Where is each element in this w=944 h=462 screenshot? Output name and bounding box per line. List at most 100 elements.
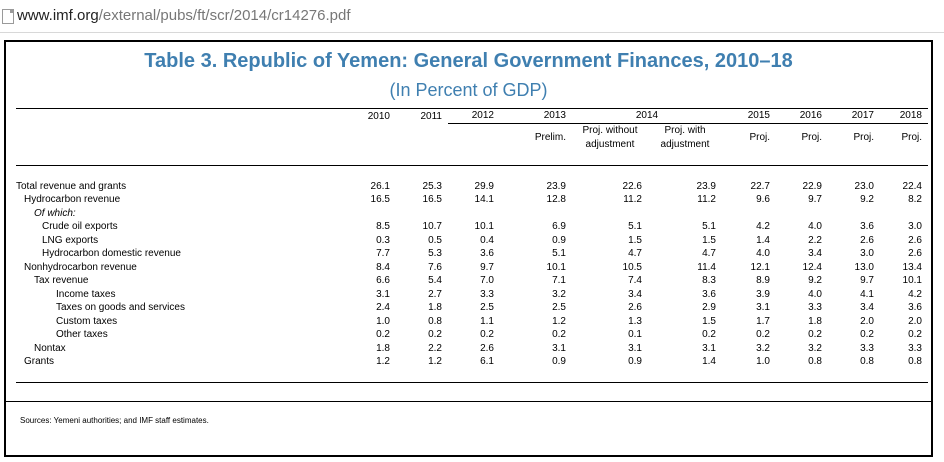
sources-divider — [6, 401, 931, 402]
table-cell: 0.9 — [552, 356, 566, 368]
table-cell — [880, 207, 928, 221]
table-cell: 6.1 — [480, 356, 494, 368]
table-cell: 1.8 — [376, 342, 390, 354]
table-cell: 8.5 — [376, 221, 390, 233]
table-cell: 10.1 — [902, 275, 922, 287]
table-cell: 9.2 — [860, 194, 874, 206]
table-cell: 9.6 — [756, 194, 770, 206]
table-cell: 5.1 — [628, 221, 642, 233]
table-cell: 0.2 — [702, 329, 716, 341]
table-cell: 2.9 — [702, 302, 716, 314]
table-cell: 10.1 — [546, 261, 566, 273]
table-cell — [500, 207, 572, 221]
year-header: 2015 — [722, 108, 776, 124]
row-label: Taxes on goods and services — [56, 302, 185, 314]
row-label: LNG exports — [42, 234, 99, 246]
row-label: Grants — [24, 356, 55, 368]
table-cell — [776, 207, 828, 221]
table-cell: 8.4 — [376, 261, 390, 273]
table-cell: 16.5 — [370, 194, 390, 206]
table-cell: 3.6 — [860, 221, 874, 233]
table-cell: 26.1 — [370, 180, 390, 192]
url-text[interactable]: www.imf.org/external/pubs/ft/scr/2014/cr… — [17, 7, 351, 24]
table-cell: 25.3 — [422, 180, 442, 192]
row-label: Hydrocarbon domestic revenue — [42, 248, 181, 260]
table-title: Table 3. Republic of Yemen: General Gove… — [144, 50, 793, 72]
table-cell: 12.8 — [546, 194, 566, 206]
row-label: Other taxes — [56, 329, 108, 341]
table-cell: 0.8 — [808, 356, 822, 368]
row-label: Tax revenue — [34, 275, 89, 287]
table-row: Grants 1.2 1.2 6.1 0.9 0.9 1.4 1.0 0.8 0.8 0.8 — [16, 355, 928, 369]
url-host: www.imf.org — [17, 7, 99, 24]
row-label: Of which: — [34, 207, 76, 219]
table-cell: 6.9 — [552, 221, 566, 233]
table-cell: 1.5 — [702, 234, 716, 246]
table-cell: 9.7 — [860, 275, 874, 287]
subheader: Prelim. — [534, 132, 566, 143]
year-header: 2018 — [880, 108, 928, 124]
table-cell: 3.1 — [376, 288, 390, 300]
table-cell: 3.1 — [628, 342, 642, 354]
table-cell: 13.4 — [902, 261, 922, 273]
finances-table: 2010 2011 2012 2013 2014 2015 2016 2017 … — [16, 108, 928, 383]
address-bar[interactable]: www.imf.org/external/pubs/ft/scr/2014/cr… — [0, 0, 944, 33]
table-cell: 11.2 — [623, 194, 642, 206]
table-cell: 2.0 — [860, 315, 874, 327]
table-cell: 3.4 — [860, 302, 874, 314]
table-cell: 8.3 — [702, 275, 716, 287]
table-subtitle: (In Percent of GDP) — [389, 80, 548, 100]
table-cell: 3.2 — [808, 342, 822, 354]
table-cell: 4.7 — [702, 248, 716, 260]
table-cell: 3.3 — [860, 342, 874, 354]
row-label: Nontax — [34, 342, 66, 354]
table-cell — [722, 207, 776, 221]
table-cell: 1.8 — [428, 302, 442, 314]
table-cell: 0.2 — [908, 329, 922, 341]
table-row: Hydrocarbon revenue 16.5 16.5 14.1 12.8 11.2 1… — [16, 193, 928, 207]
year-header: 2017 — [828, 108, 880, 124]
table-cell: 23.0 — [854, 180, 874, 192]
table-cell: 16.5 — [422, 194, 442, 206]
table-cell: 1.7 — [756, 315, 770, 327]
table-cell: 0.9 — [628, 356, 642, 368]
table-row: Tax revenue 6.6 5.4 7.0 7.1 7.4 8.3 8.9 9.2 9.7 10… — [16, 274, 928, 288]
subheader: Proj. — [853, 132, 874, 143]
sources-note: Sources: Yemeni authorities; and IMF sta… — [20, 416, 209, 425]
table-cell: 1.2 — [428, 356, 442, 368]
pdf-page: Table 3. Republic of Yemen: General Gove… — [4, 40, 933, 457]
row-label: Hydrocarbon revenue — [24, 194, 121, 206]
subheader: Proj. without adjustment — [582, 124, 638, 150]
table-cell: 3.2 — [756, 342, 770, 354]
subheader — [396, 123, 448, 152]
table-cell: 0.2 — [376, 329, 390, 341]
table-cell: 10.5 — [622, 261, 642, 273]
table-row: Hydrocarbon domestic revenue 7.7 5.3 3.6 5.1… — [16, 247, 928, 261]
table-cell: 23.9 — [546, 180, 566, 192]
table-cell: 0.2 — [428, 329, 442, 341]
page-bottom-border — [4, 455, 933, 457]
table-cell: 10.1 — [474, 221, 494, 233]
table-cell: 7.7 — [376, 248, 390, 260]
table-cell: 0.9 — [552, 234, 566, 246]
table-cell: 1.5 — [702, 315, 716, 327]
table-cell: 12.4 — [802, 261, 822, 273]
year-header: 2016 — [776, 108, 828, 124]
subheader: Proj. — [901, 132, 922, 143]
table-cell: 1.4 — [756, 234, 770, 246]
year-header: 2012 — [448, 108, 500, 124]
table-cell: 3.1 — [702, 342, 716, 354]
table-cell — [572, 207, 648, 221]
table-cell: 0.8 — [908, 356, 922, 368]
header-rule — [16, 151, 928, 166]
table-cell: 5.3 — [428, 248, 442, 260]
table-row: Custom taxes 1.0 0.8 1.1 1.2 1.3 1.5 1.7 1.8 2.0 2… — [16, 315, 928, 329]
table-cell: 2.5 — [552, 302, 566, 314]
table-cell: 0.2 — [756, 329, 770, 341]
table-cell — [448, 207, 500, 221]
table-cell — [648, 207, 722, 221]
table-cell: 3.3 — [908, 342, 922, 354]
table-cell: 2.0 — [908, 315, 922, 327]
table-cell: 1.2 — [376, 356, 390, 368]
table-cell — [334, 207, 396, 221]
